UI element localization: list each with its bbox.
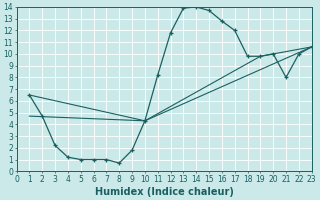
X-axis label: Humidex (Indice chaleur): Humidex (Indice chaleur) bbox=[95, 187, 234, 197]
